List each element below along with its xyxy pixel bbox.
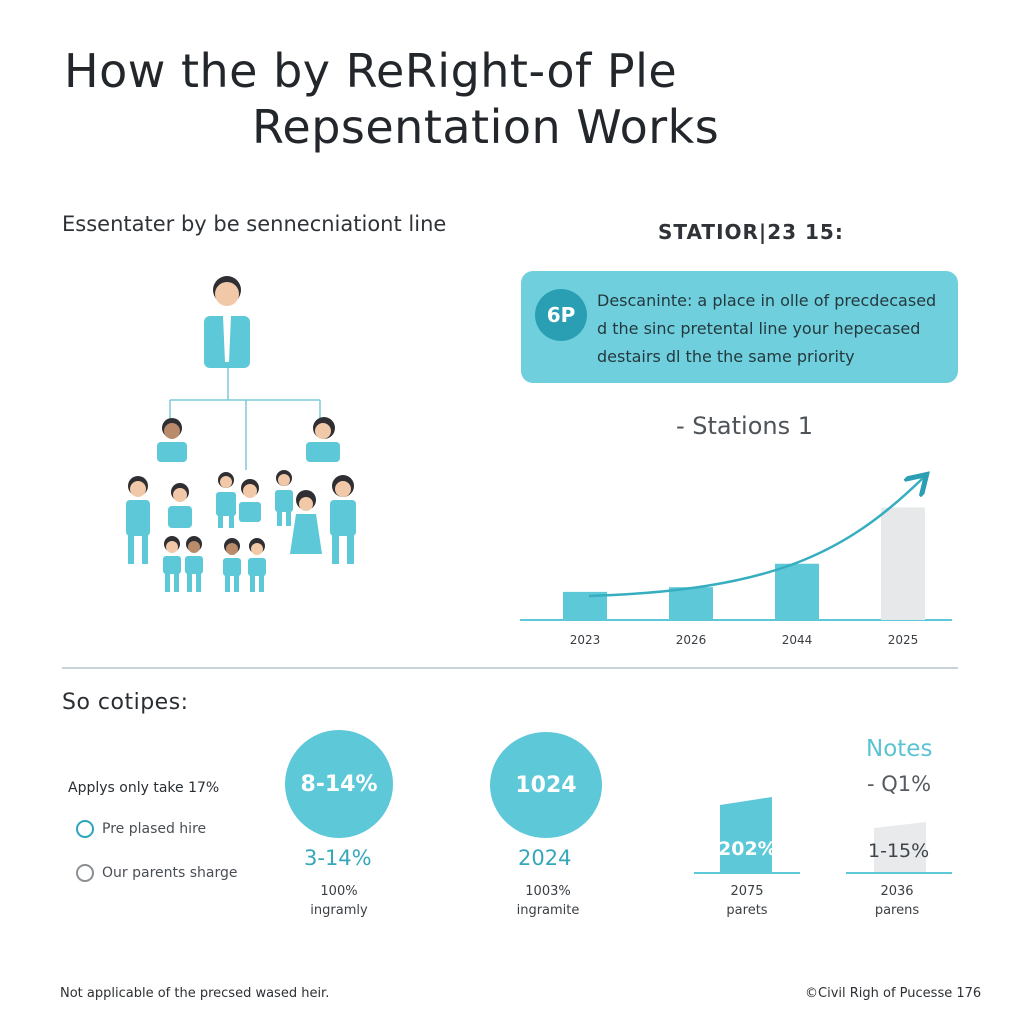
grandchild-person-icon: [275, 470, 293, 526]
mini-bar-label-1: 202%: [718, 838, 777, 860]
ancestor-person-icon: [204, 276, 250, 368]
stat-caption-2: 1003% ingramite: [493, 882, 603, 920]
mini-bar-caption-1: 2075 parets: [702, 882, 792, 920]
grandchild-person-icon: [126, 476, 150, 564]
option-label: Pre plased hire: [102, 821, 207, 837]
callout-line-2: d the sinc pretental line your hepecased: [597, 319, 921, 338]
stat-caption-1: 100% ingramly: [284, 882, 394, 920]
callout-line-1: Descaninte: a place in olle of precdecas…: [597, 291, 937, 310]
option-our-parents-sharge[interactable]: Our parents sharge: [76, 864, 238, 882]
stat-caption-line: 1003%: [525, 884, 571, 899]
callout-line-3: destairs dl the the same priority: [597, 347, 855, 366]
mini-bar-chart-2: [846, 822, 952, 874]
great-grandchild-person-icon: [223, 538, 241, 592]
mini-bar-label-2: 1-15%: [868, 840, 930, 862]
applies-text: Applys only take 17%: [68, 780, 220, 796]
notes-title: Notes: [866, 736, 933, 762]
mini-caption-line: parens: [874, 903, 920, 918]
grandchild-person-icon: [239, 479, 261, 522]
definition-callout: 6P Descaninte: a place in olle of precde…: [521, 271, 958, 383]
great-grandchild-person-icon: [163, 536, 181, 592]
stat-caption-line: ingramite: [516, 903, 580, 918]
great-grandchild-person-icon: [248, 538, 266, 592]
child-person-icon: [157, 418, 187, 462]
mini-bar-1: [720, 797, 772, 873]
mini-caption-line: parets: [726, 903, 768, 918]
bar-2026: [669, 587, 713, 620]
footer-note: Not applicable of the precsed wased heir…: [60, 986, 330, 1001]
callout-badge: 6P: [535, 289, 587, 341]
option-pre-plased-hire[interactable]: Pre plased hire: [76, 820, 206, 838]
mini-bar-chart-1: [694, 797, 800, 874]
x-tick-label: 2026: [676, 633, 707, 647]
stations-bar-chart: 2023 2026 2044 2025: [520, 460, 952, 647]
right-section-heading: STATIOR|23 15:: [658, 220, 844, 244]
notes-value: - Q1%: [867, 772, 932, 796]
mini-bar-2: [874, 822, 926, 872]
bar-2044: [775, 563, 819, 620]
grandchild-person-icon: [168, 483, 192, 528]
grandchild-person-icon: [330, 475, 356, 564]
mini-caption-line: 2036: [880, 884, 914, 899]
chart-title: - Stations 1: [676, 412, 814, 440]
child-person-icon: [306, 417, 340, 462]
bar-2025: [881, 507, 925, 620]
grandchild-person-icon: [290, 490, 322, 554]
page-title-line-2: Repsentation Works: [252, 100, 720, 154]
option-label: Our parents sharge: [102, 865, 238, 881]
footer-copyright: ©Civil Righ of Pucesse 176: [805, 986, 982, 1001]
trend-arrow: [588, 478, 923, 598]
page-title-line-1: How the by ReRight-of Ple: [64, 44, 678, 98]
stat-circle-1: 8-14%: [285, 730, 393, 838]
section-divider: [62, 667, 958, 669]
x-tick-label: 2025: [888, 633, 919, 647]
grandchild-person-icon: [216, 472, 236, 528]
radio-icon[interactable]: [76, 864, 94, 882]
mini-bar-caption-2: 2036 parens: [852, 882, 942, 920]
x-tick-label: 2044: [782, 633, 813, 647]
great-grandchild-person-icon: [185, 536, 203, 592]
mini-caption-line: 2075: [730, 884, 764, 899]
x-tick-label: 2023: [570, 633, 601, 647]
family-tree-illustration: [126, 276, 356, 592]
left-section-heading: Essentater by be sennecniationt line: [62, 212, 447, 236]
radio-icon[interactable]: [76, 820, 94, 838]
tree-connectors: [169, 368, 321, 470]
bottom-section-heading: So cotipes:: [62, 690, 189, 715]
stat-value-2: 2024: [518, 846, 572, 870]
stat-value-1: 3-14%: [304, 846, 372, 870]
stat-circle-2: 1024: [490, 732, 602, 838]
stat-caption-line: 100%: [320, 884, 358, 899]
stat-caption-line: ingramly: [310, 903, 368, 918]
